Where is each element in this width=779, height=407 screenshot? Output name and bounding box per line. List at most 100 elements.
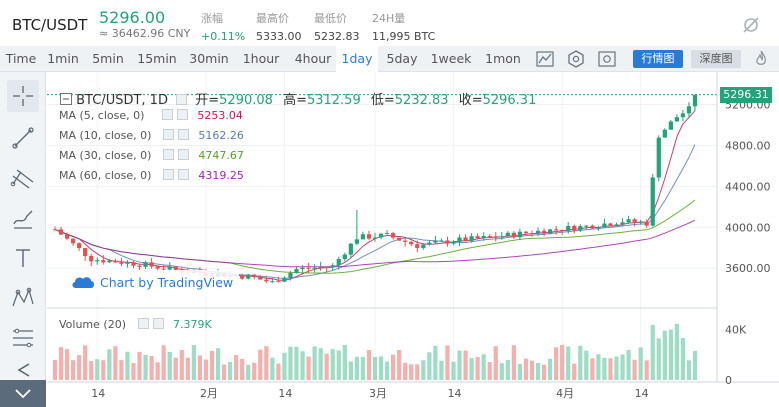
volume-close-icon[interactable]	[152, 318, 164, 329]
candle-body	[252, 274, 257, 278]
low-label: 低=	[370, 93, 395, 108]
stat-value: 5333.00	[256, 30, 302, 43]
volume-bar	[403, 362, 408, 380]
volume-bar	[155, 362, 160, 380]
volume-bar	[469, 358, 474, 380]
candle-body	[397, 237, 402, 241]
ma-settings-icon[interactable]	[162, 169, 174, 180]
kline-chart-button[interactable]: 行情图	[633, 50, 683, 68]
last-price-tag: 5296.31	[720, 86, 772, 103]
arrow-tool-icon[interactable]	[7, 354, 39, 386]
timeframe-1hour[interactable]: 1hour	[242, 51, 280, 66]
candle-body	[354, 239, 359, 244]
ma-value: 5162.26	[198, 129, 244, 142]
timeframe-30min[interactable]: 30min	[189, 51, 229, 66]
timeframe-5day[interactable]: 5day	[386, 51, 418, 66]
candle-body	[77, 243, 82, 249]
ma-label: MA (5, close, 0)	[59, 109, 145, 122]
timeframe-time[interactable]: Time	[5, 51, 37, 66]
stat-value: +0.11%	[201, 30, 246, 43]
chart-type-icon[interactable]	[534, 49, 556, 69]
text-tool-icon[interactable]	[7, 242, 39, 274]
brush-icon[interactable]	[7, 202, 39, 234]
hide-eye-icon[interactable]	[740, 14, 762, 36]
candle-body	[656, 137, 661, 178]
candle-body	[137, 265, 142, 267]
price-tick-label: 4800.00	[725, 139, 771, 152]
volume-bar	[209, 350, 215, 380]
candle-body	[89, 256, 94, 262]
trend-line-icon[interactable]	[7, 122, 39, 154]
volume-legend: Volume (20) 7.379K	[59, 318, 212, 331]
timeframe-15min[interactable]: 15min	[137, 51, 177, 66]
candle-body	[650, 177, 655, 226]
timeframe-1day[interactable]: 1day	[336, 46, 378, 72]
pattern-icon[interactable]	[7, 282, 39, 314]
ma10-line	[54, 144, 696, 279]
volume-bar	[650, 325, 655, 380]
candle-body	[149, 262, 154, 267]
depth-chart-button[interactable]: 深度图	[691, 50, 741, 68]
volume-bar	[572, 363, 577, 380]
timeframe-1min[interactable]: 1min	[47, 51, 79, 66]
ma-settings-icon[interactable]	[162, 149, 174, 160]
price-tick-label: 4400.00	[725, 180, 771, 193]
legend-settings-icon[interactable]	[176, 94, 188, 105]
crosshair-icon[interactable]	[7, 80, 39, 112]
ma-settings-icon[interactable]	[161, 109, 173, 120]
volume-bar	[167, 351, 172, 380]
candle-body	[463, 237, 468, 241]
candle-body	[638, 221, 643, 223]
volume-bar	[692, 350, 698, 380]
candle-body	[107, 260, 112, 263]
fibonacci-icon[interactable]	[7, 322, 39, 354]
candle-body	[342, 254, 347, 259]
tradingview-watermark[interactable]: Chart by TradingView	[66, 270, 240, 296]
volume-bar	[493, 346, 498, 380]
volume-bar	[131, 363, 136, 380]
timeframe-1week[interactable]: 1week	[430, 51, 472, 66]
volume-bar	[161, 345, 166, 380]
candle-body	[288, 272, 293, 278]
candle-body	[300, 267, 305, 270]
fullscreen-icon[interactable]	[596, 49, 618, 69]
ma-close-icon[interactable]	[177, 149, 189, 160]
ma-close-icon[interactable]	[177, 169, 189, 180]
volume-bar	[475, 357, 480, 380]
ma-close-icon[interactable]	[176, 109, 188, 120]
open-label: 开=	[195, 93, 220, 108]
collapse-toolbar-button[interactable]	[0, 380, 46, 407]
stat-label: 24H量	[372, 12, 406, 25]
volume-bar	[451, 361, 456, 380]
volume-bar	[668, 329, 673, 380]
candle-body	[415, 244, 420, 248]
flame-icon[interactable]	[752, 49, 770, 69]
candle-body	[439, 240, 444, 242]
watermark-text: Chart by TradingView	[99, 275, 234, 290]
chart-title: BTC/USDT, 1D 开=5290.08 高=5312.59 低=5232.…	[60, 89, 542, 108]
volume-settings-icon[interactable]	[137, 318, 149, 329]
volume-bar	[107, 349, 112, 380]
ma-settings-icon[interactable]	[162, 129, 174, 140]
pitchfork-icon[interactable]	[7, 162, 39, 194]
volume-bar	[529, 360, 535, 380]
candle-body	[668, 121, 673, 130]
volume-bar	[58, 347, 64, 380]
timeframe-1mon[interactable]: 1mon	[485, 51, 521, 66]
collapse-legend-icon[interactable]	[60, 93, 72, 105]
settings-icon[interactable]	[565, 49, 587, 69]
timeframe-4hour[interactable]: 4hour	[294, 51, 332, 66]
candle-body	[372, 237, 378, 239]
cloud-logo-icon	[72, 277, 94, 288]
candle-body	[469, 236, 474, 241]
timeframe-5min[interactable]: 5min	[92, 51, 124, 66]
candle-body	[499, 236, 504, 238]
volume-bar	[602, 357, 607, 380]
volume-bar	[191, 344, 196, 380]
volume-bar	[535, 363, 541, 380]
candle-body	[64, 234, 70, 239]
ma-close-icon[interactable]	[177, 129, 189, 140]
volume-bar	[620, 354, 625, 380]
volume-bar	[77, 355, 82, 380]
